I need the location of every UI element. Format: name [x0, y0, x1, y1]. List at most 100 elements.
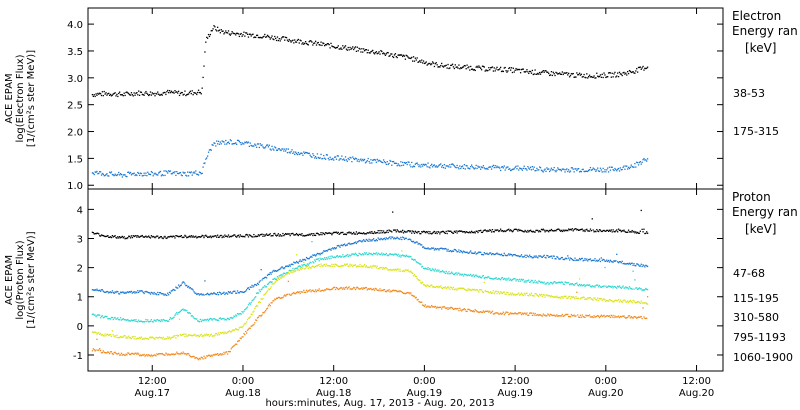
data-point — [236, 32, 238, 34]
data-point — [152, 354, 154, 357]
data-point — [467, 231, 469, 234]
data-point — [291, 293, 293, 295]
data-point — [555, 282, 557, 284]
data-point — [143, 353, 145, 356]
data-point — [214, 235, 216, 237]
data-point — [274, 146, 276, 148]
data-point — [109, 291, 112, 293]
data-point — [313, 262, 315, 264]
data-point — [540, 71, 543, 73]
data-point — [345, 48, 348, 50]
data-point — [472, 310, 475, 312]
x-tick-date: Aug.17 — [135, 388, 170, 399]
data-point — [346, 288, 348, 290]
data-point — [226, 353, 229, 355]
data-point — [481, 275, 484, 277]
data-point — [373, 53, 376, 55]
data-point — [352, 46, 354, 48]
data-point — [155, 92, 157, 95]
data-point — [601, 230, 603, 233]
data-point — [97, 173, 99, 175]
data-point — [285, 294, 288, 296]
data-point — [345, 255, 348, 257]
data-point — [333, 265, 336, 267]
data-point — [474, 289, 476, 291]
data-point — [386, 289, 388, 292]
data-point — [201, 357, 203, 359]
data-point — [109, 291, 111, 293]
data-point — [576, 259, 578, 261]
data-point — [444, 232, 446, 235]
data-point — [433, 65, 436, 68]
data-point — [168, 336, 171, 339]
data-point — [169, 91, 172, 94]
data-point — [628, 262, 631, 264]
data-point — [527, 294, 529, 297]
data-point — [607, 259, 610, 262]
data-point — [295, 291, 298, 294]
data-point — [230, 140, 232, 142]
data-point — [457, 230, 459, 232]
data-point — [443, 306, 446, 308]
data-point — [358, 288, 360, 290]
data-point — [441, 308, 443, 310]
data-point — [617, 262, 620, 264]
data-point — [359, 48, 361, 50]
data-point — [316, 258, 319, 260]
data-point — [185, 333, 187, 335]
data-point — [174, 237, 176, 239]
data-point — [143, 94, 145, 96]
data-point — [168, 236, 171, 238]
data-point — [343, 243, 345, 246]
data-point — [351, 243, 353, 245]
data-point — [204, 357, 206, 359]
data-point — [141, 321, 143, 323]
data-point — [287, 148, 290, 150]
data-point — [196, 335, 198, 337]
data-point — [135, 338, 137, 340]
data-point — [375, 239, 378, 241]
data-point — [364, 162, 367, 164]
data-point — [200, 320, 202, 323]
data-point — [141, 234, 143, 237]
data-point — [571, 167, 573, 169]
data-point — [568, 296, 570, 298]
data-point — [117, 317, 119, 319]
data-point — [99, 235, 102, 237]
data-point — [542, 69, 544, 72]
data-point — [642, 302, 644, 304]
data-point — [211, 30, 213, 32]
data-point — [443, 287, 446, 289]
data-point — [158, 236, 161, 239]
data-point — [398, 270, 400, 272]
data-point — [454, 231, 456, 233]
data-point — [548, 315, 551, 317]
data-point — [115, 174, 117, 176]
data-point — [226, 319, 228, 321]
data-point — [521, 169, 524, 171]
data-point — [215, 235, 217, 237]
data-point — [628, 69, 631, 72]
data-point — [364, 233, 367, 235]
data-point — [212, 335, 214, 337]
data-point — [629, 231, 632, 233]
data-point — [578, 257, 581, 260]
data-point — [347, 265, 349, 268]
data-point — [157, 235, 159, 237]
data-point — [558, 258, 561, 260]
data-point — [582, 260, 584, 262]
data-point — [587, 230, 590, 232]
data-point — [626, 74, 628, 76]
data-point — [376, 53, 378, 55]
data-point — [128, 235, 130, 237]
data-point — [236, 235, 239, 237]
data-point — [281, 275, 283, 277]
data-point — [592, 167, 594, 169]
data-point — [376, 232, 378, 234]
data-point — [149, 237, 152, 239]
data-point — [436, 269, 438, 271]
data-point — [432, 62, 435, 64]
data-point — [294, 293, 297, 295]
data-point — [485, 69, 487, 71]
data-point — [197, 358, 199, 360]
